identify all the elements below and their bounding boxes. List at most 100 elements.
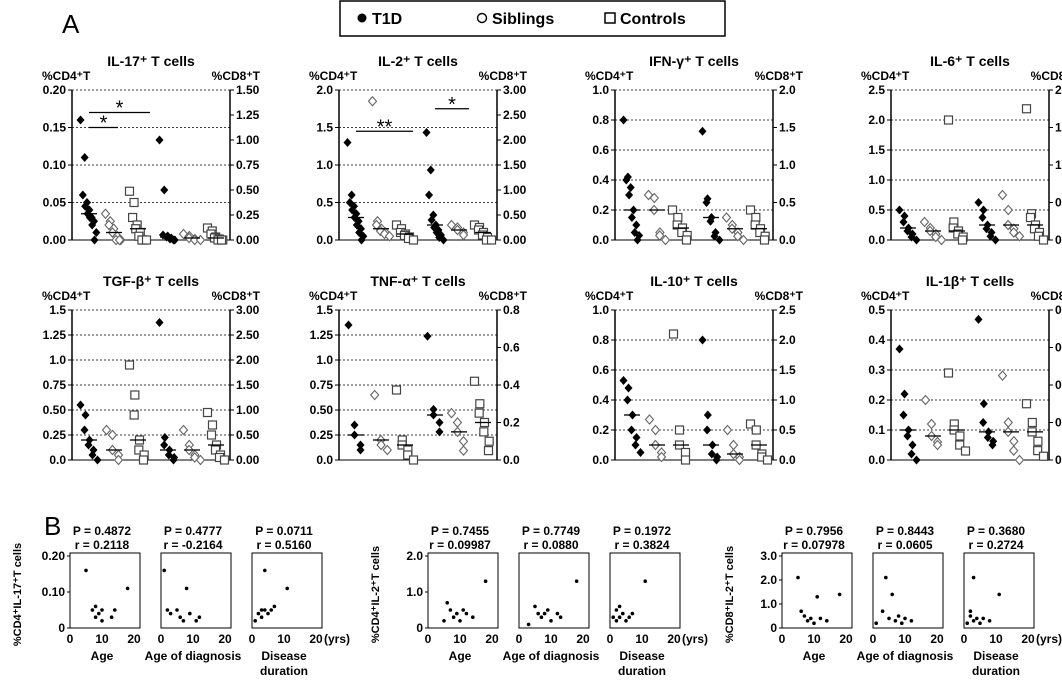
cd8-point	[728, 439, 739, 451]
cd8-point	[1027, 417, 1037, 428]
correlation-point	[97, 611, 101, 616]
right-tick-label: 0.6	[503, 341, 520, 355]
cd4-point	[936, 234, 947, 246]
correlation-point	[84, 568, 88, 573]
x-tick-label: 0	[607, 632, 614, 646]
cd4-point	[649, 192, 660, 204]
cd8-point	[745, 205, 756, 215]
left-tick-label: 0.2	[592, 423, 609, 437]
cd4-point	[141, 235, 152, 245]
cd8-point	[483, 446, 494, 456]
left-tick-label: 0.75	[43, 378, 67, 392]
cd4-point	[128, 212, 138, 223]
cd4-point	[900, 211, 909, 221]
left-tick-label: 0.0	[592, 453, 609, 467]
x-tick-label: 10	[453, 632, 467, 646]
p-value: P = 0.0711	[255, 524, 313, 538]
left-tick-label: 0.2	[868, 393, 885, 407]
cd8-point	[207, 420, 218, 430]
cd8-point	[429, 404, 438, 414]
cd8-point	[160, 185, 169, 195]
cd8-point	[974, 314, 983, 324]
cd8-point	[1008, 445, 1019, 456]
y-tick-label: 1.0	[406, 585, 423, 599]
cd4-point	[344, 320, 353, 330]
correlation-point	[93, 615, 98, 619]
cd8-point	[1021, 104, 1032, 114]
right-tick-label: 1.5	[779, 363, 796, 377]
correlation-point	[178, 615, 182, 619]
right-axis-title: %CD8⁺T	[755, 289, 804, 303]
cd4-point	[129, 197, 139, 208]
correlation-point	[546, 608, 550, 612]
correlation-point	[533, 604, 537, 609]
r-value: r = 0.07978	[783, 538, 845, 552]
right-axis-title: %CD8⁺T	[479, 289, 528, 303]
cd8-point	[979, 399, 988, 409]
cd8-point	[722, 424, 733, 436]
cd4-point	[76, 115, 85, 125]
right-axis-title: %CD8⁺T	[1031, 69, 1062, 83]
cd8-point	[703, 410, 712, 420]
cd4-point	[627, 425, 636, 435]
legend-marker-t1d	[357, 13, 367, 23]
correlation-point	[197, 615, 202, 619]
correlation-point	[113, 608, 117, 612]
right-tick-label: 0.50	[236, 183, 260, 197]
right-tick-label: 2.5	[779, 303, 796, 317]
correlation-point	[574, 579, 579, 583]
correlation-point	[269, 608, 274, 612]
cd4-point	[632, 433, 641, 442]
correlation-point	[483, 579, 488, 583]
left-axis-title: %CD4⁺T	[309, 289, 358, 303]
right-tick-label: 1.5	[1055, 121, 1062, 135]
p-value: P = 0.1972	[613, 524, 671, 538]
correlation-point	[968, 609, 973, 613]
x-tick-label: 0	[516, 632, 523, 646]
correlation-point	[263, 568, 267, 573]
left-tick-label: 0.0	[49, 453, 66, 467]
cd4-point	[408, 235, 419, 245]
left-tick-label: 0.15	[43, 121, 67, 135]
cd4-point	[919, 216, 930, 228]
cd4-point	[113, 454, 124, 466]
plot-title: IFN-γ⁺ T cells	[649, 53, 739, 69]
cd8-point	[216, 235, 227, 245]
x-axis-label: duration	[260, 664, 308, 678]
correlation-point	[890, 592, 894, 597]
cd4-point	[343, 138, 352, 147]
cd4-point	[76, 400, 85, 410]
correlation-point	[445, 601, 450, 605]
cd8-point	[1008, 227, 1019, 238]
right-tick-label: 0.6	[1055, 341, 1062, 355]
cd8-point	[435, 427, 444, 437]
cd4-point	[124, 186, 135, 196]
left-tick-label: 0.4	[592, 173, 609, 187]
x-tick-label: 20	[309, 632, 323, 646]
cd8-point	[458, 445, 469, 456]
cd8-point	[1033, 446, 1043, 456]
right-tick-label: 0.0	[503, 453, 520, 467]
cd4-point	[357, 235, 366, 245]
legend: T1D Siblings Controls	[339, 0, 726, 37]
cd8-point	[155, 318, 164, 327]
cd8-point	[469, 376, 480, 386]
cd4-point	[382, 444, 393, 456]
left-tick-label: 0.6	[592, 143, 609, 157]
x-unit-label: (yrs)	[1036, 632, 1062, 646]
r-value: r = 0.2118	[75, 538, 130, 552]
plot-frame	[609, 552, 681, 629]
p-value: P = 0.7749	[522, 524, 580, 538]
correlation-point	[93, 604, 98, 609]
cd8-point	[997, 189, 1008, 201]
cd4-point	[668, 329, 679, 339]
p-value: P = 0.3680	[967, 524, 1025, 538]
legend-marker-siblings	[476, 12, 488, 24]
r-value: r = 0.0880	[523, 538, 578, 552]
left-tick-label: 1.5	[316, 121, 333, 135]
cd8-point	[762, 455, 773, 465]
dot-plot-4: IL-6⁺ T cells %CD4⁺T %CD8⁺T 0.0 0.5 1.0 1.5 2.0…	[861, 53, 1062, 247]
